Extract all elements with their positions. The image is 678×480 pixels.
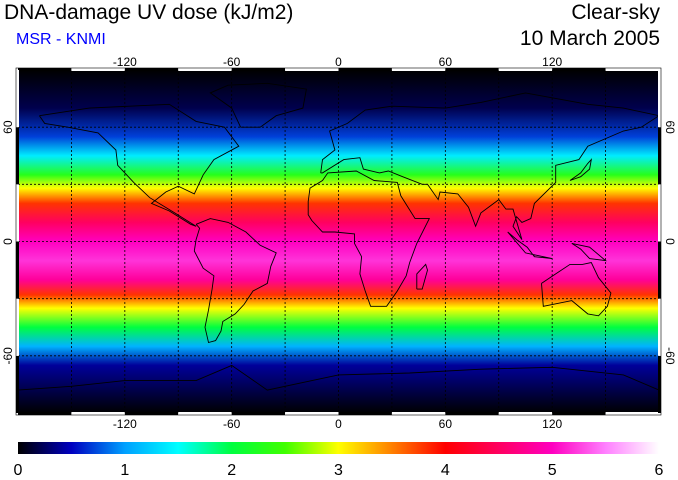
frame-segment: [16, 70, 19, 128]
lon-tick-label-top: 120: [542, 55, 562, 69]
island-new-guinea: [571, 242, 608, 262]
frame-segment: [658, 184, 661, 242]
lat-tick-label-right: 60: [663, 120, 677, 134]
frame-segment: [445, 412, 499, 415]
lon-tick-label-top: 0: [335, 55, 342, 69]
continent-north-america: [39, 103, 240, 227]
frame-segment: [658, 355, 661, 413]
frame-segment: [16, 184, 19, 242]
island-greenland: [209, 82, 307, 128]
lon-tick-label-top: -60: [223, 55, 241, 69]
lon-tick-label-bottom: 0: [335, 417, 342, 431]
frame-segment: [285, 68, 339, 71]
colorbar-tick-label: 3: [334, 462, 343, 479]
frame-segment: [231, 412, 286, 415]
continent-eurasia: [320, 92, 661, 240]
frame-segment: [445, 68, 499, 71]
lon-tick-label-top: -120: [113, 55, 137, 69]
frame-segment: [498, 412, 553, 415]
frame-segment: [605, 412, 659, 415]
sky-mode-label: Clear-sky: [571, 1, 660, 24]
lon-tick-label-bottom: -60: [223, 417, 241, 431]
colorbar-tick-label: 5: [548, 462, 557, 479]
frame-segment: [391, 412, 446, 415]
frame-segment: [178, 412, 232, 415]
frame-segment: [658, 241, 661, 299]
lon-tick-label-bottom: -120: [113, 417, 137, 431]
colorbar-tick-label: 1: [120, 462, 129, 479]
frame-segment: [338, 68, 392, 71]
frame-segment: [124, 412, 179, 415]
frame-segment: [16, 127, 19, 185]
frame-segment: [71, 68, 125, 71]
lat-tick-label-right: -60: [663, 347, 677, 365]
continent-australia: [541, 261, 612, 317]
lat-tick-label-right: 0: [663, 238, 677, 245]
frame-segment: [498, 68, 553, 71]
frame-segment: [552, 68, 606, 71]
lat-tick-label-left: -60: [1, 347, 15, 365]
island-madagascar: [416, 263, 428, 290]
lon-tick-label-bottom: 60: [439, 417, 453, 431]
lat-tick-label-left: 60: [1, 120, 15, 134]
frame-segment: [16, 241, 19, 299]
colorbar-tick-label: 4: [441, 462, 450, 479]
frame-segment: [658, 298, 661, 356]
frame-segment: [16, 355, 19, 413]
frame-segment: [16, 298, 19, 356]
continent-africa: [307, 170, 431, 307]
date-label: 10 March 2005: [519, 27, 660, 50]
colorbar-tick-label: 2: [227, 462, 236, 479]
continent-south-america: [193, 218, 277, 344]
frame-segment: [285, 412, 339, 415]
frame-segment: [338, 412, 392, 415]
colorbar-tick-label: 6: [655, 462, 664, 479]
lon-tick-label-bottom: 120: [542, 417, 562, 431]
lon-tick-label-top: 60: [439, 55, 453, 69]
chart-title: DNA-damage UV dose (kJ/m2): [4, 1, 294, 24]
island-japan: [569, 158, 593, 181]
island-indonesia: [507, 231, 553, 260]
frame-segment: [18, 68, 72, 71]
colorbar: [18, 442, 659, 454]
frame-segment: [71, 412, 125, 415]
frame-segment: [231, 68, 286, 71]
frame-segment: [658, 70, 661, 128]
island-antarctica-coast: [17, 364, 660, 391]
lat-tick-label-left: 0: [1, 238, 15, 245]
frame-segment: [605, 68, 659, 71]
frame-segment: [18, 412, 72, 415]
frame-segment: [658, 127, 661, 185]
colorbar-tick-label: 0: [14, 462, 23, 479]
source-label: MSR - KNMI: [16, 31, 106, 48]
map-frame: [15, 67, 662, 416]
frame-segment: [124, 68, 179, 71]
frame-segment: [178, 68, 232, 71]
frame-segment: [391, 68, 446, 71]
frame-segment: [552, 412, 606, 415]
